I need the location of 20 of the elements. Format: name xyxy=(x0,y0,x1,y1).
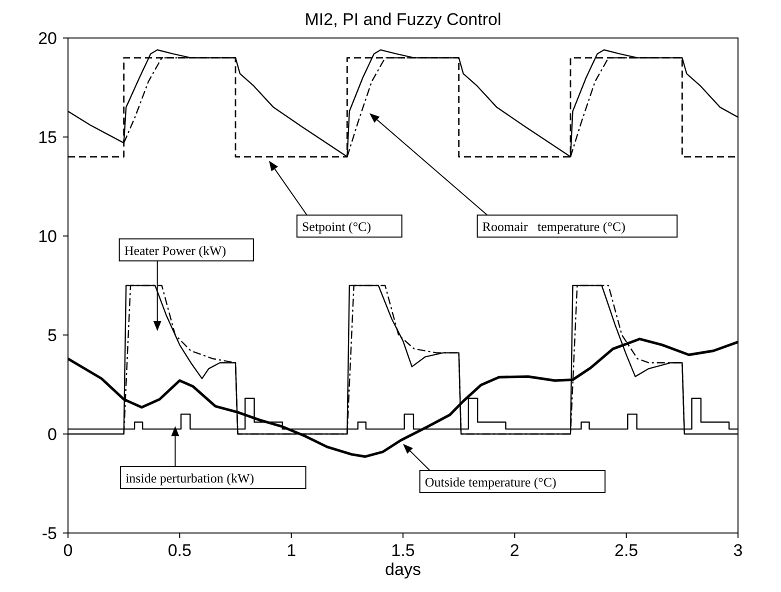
x-tick-label: 3 xyxy=(733,541,743,560)
x-tick-label: 2 xyxy=(510,541,520,560)
y-tick-label: 15 xyxy=(38,128,57,148)
y-tick-label: 5 xyxy=(48,326,57,346)
y-tick-label: 0 xyxy=(48,425,57,444)
x-tick-label: 0 xyxy=(63,541,73,560)
y-tick-label: -5 xyxy=(42,524,57,544)
y-tick-label: 20 xyxy=(38,29,57,48)
annotation: inside perturbation (kW) xyxy=(126,470,254,486)
x-tick-label: 2.5 xyxy=(614,541,638,560)
x-tick-label: 1.5 xyxy=(391,541,415,560)
chart-title: MI2, PI and Fuzzy Control xyxy=(304,10,502,30)
annotation: Heater Power (kW) xyxy=(124,242,226,258)
annotation: Outside temperature (°C) xyxy=(424,474,556,490)
y-tick-label: 10 xyxy=(38,227,57,246)
x-tick-label: 1 xyxy=(286,541,296,560)
annotation: Roomair temperature (°C) xyxy=(482,219,626,234)
x-axis-title: days xyxy=(385,560,421,579)
annotation: Setpoint (°C) xyxy=(302,219,372,234)
x-tick-label: 0.5 xyxy=(168,541,192,560)
